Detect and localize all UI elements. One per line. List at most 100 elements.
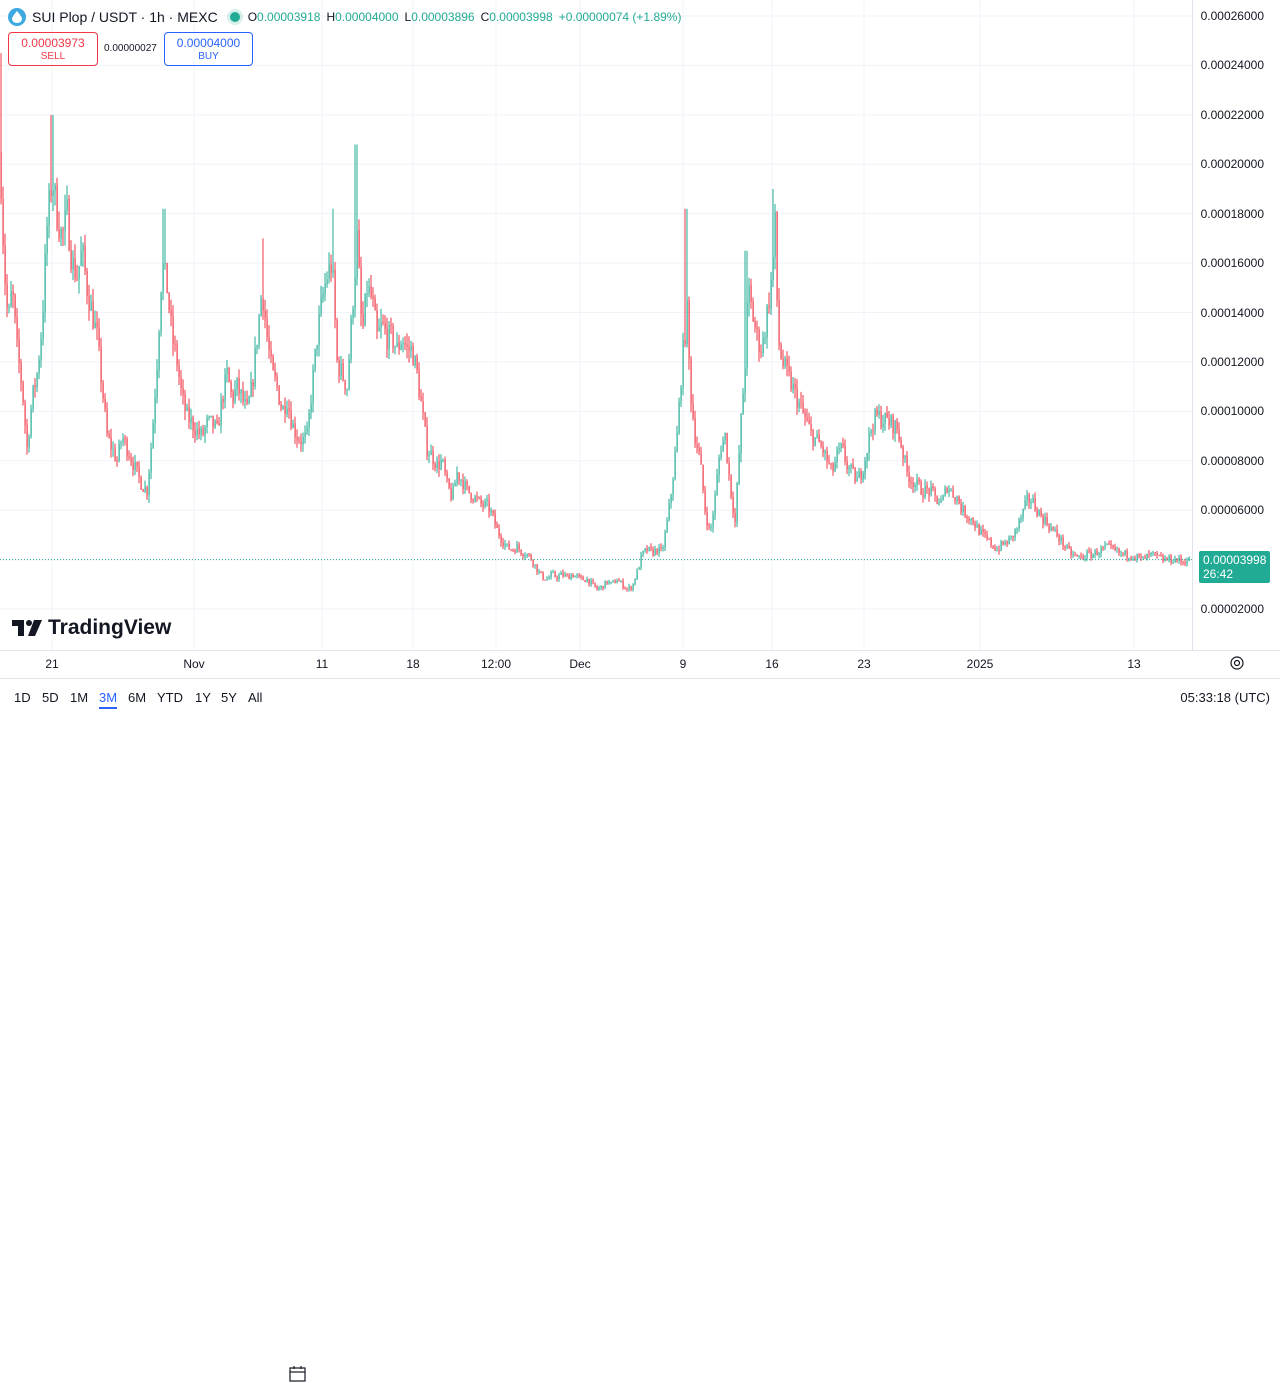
candle-body xyxy=(1170,555,1172,563)
candle-body xyxy=(334,269,336,320)
candle-body xyxy=(600,585,602,588)
candle-body xyxy=(1160,555,1162,557)
candle-body xyxy=(658,546,660,554)
candle-body xyxy=(900,440,902,448)
candle-body xyxy=(326,278,328,285)
candle-body xyxy=(960,503,962,512)
candle-body xyxy=(1138,554,1140,557)
candle-body xyxy=(102,382,104,399)
candle-body xyxy=(176,344,178,366)
candle-body xyxy=(480,497,482,504)
timeframe-ytd-button[interactable]: YTD xyxy=(157,690,183,705)
sell-price: 0.00003973 xyxy=(21,36,85,50)
utc-clock[interactable]: 05:33:18 (UTC) xyxy=(1180,690,1270,705)
candle-body xyxy=(614,581,616,584)
candle-body xyxy=(552,571,554,573)
timeframe-5d-button[interactable]: 5D xyxy=(42,690,59,705)
y-tick-label: 0.00024000 xyxy=(1200,58,1264,73)
candle-body xyxy=(90,301,92,311)
candle-body xyxy=(354,277,356,309)
candle-body xyxy=(1030,502,1032,504)
last-price-tag: 0.00003998 26:42 xyxy=(1199,551,1270,583)
candle-body xyxy=(620,580,622,582)
candle-body xyxy=(260,298,262,316)
candle-body xyxy=(32,385,34,409)
candle-body xyxy=(164,262,166,264)
candle-body xyxy=(1000,541,1002,551)
candle-body xyxy=(898,429,900,441)
candle-body xyxy=(936,495,938,504)
candle-body xyxy=(484,500,486,507)
tradingview-logo[interactable]: TradingView xyxy=(12,616,171,640)
candle-body xyxy=(178,365,180,377)
candle-body xyxy=(1080,555,1082,557)
x-tick-label: 23 xyxy=(857,657,871,671)
candle-body xyxy=(728,462,730,475)
candle-body xyxy=(830,463,832,465)
candle-body xyxy=(880,411,882,428)
sell-button[interactable]: 0.00003973 SELL xyxy=(8,32,98,66)
candle-body xyxy=(324,284,326,294)
price-chart[interactable] xyxy=(0,0,1280,680)
symbol-title[interactable]: SUI Plop / USDT · 1h · MEXC xyxy=(32,9,218,25)
gear-icon[interactable] xyxy=(1229,655,1245,671)
candle-body xyxy=(890,415,892,426)
candle-body xyxy=(1096,550,1098,556)
candle-body xyxy=(588,578,590,585)
candle-body xyxy=(390,324,392,326)
candle-body xyxy=(584,580,586,582)
timeframe-all-button[interactable]: All xyxy=(248,690,263,705)
candle-body xyxy=(894,420,896,434)
candle-body xyxy=(1076,554,1078,556)
candle-body xyxy=(374,298,376,311)
candle-body xyxy=(446,472,448,479)
timeframe-1y-button[interactable]: 1Y xyxy=(195,690,211,705)
candle-body xyxy=(98,327,100,347)
candle-body xyxy=(278,385,280,405)
candle-body xyxy=(906,455,908,473)
candle-body xyxy=(640,554,642,568)
candle-body xyxy=(422,401,424,413)
candle-body xyxy=(858,471,860,478)
candle-body xyxy=(4,245,6,284)
candle-body xyxy=(798,401,800,408)
candle-body xyxy=(982,529,984,533)
timeframe-5y-button[interactable]: 5Y xyxy=(221,690,237,705)
candle-body xyxy=(502,542,504,546)
candle-body xyxy=(322,293,324,298)
candle-body xyxy=(132,462,134,470)
candle-body xyxy=(732,496,734,513)
candle-body xyxy=(408,346,410,351)
timeframe-6m-button[interactable]: 6M xyxy=(128,690,147,705)
candle-body xyxy=(262,298,264,311)
candle-body xyxy=(956,496,958,501)
candle-body xyxy=(996,549,998,551)
candle-body xyxy=(454,483,456,487)
calendar-range-icon[interactable] xyxy=(288,1365,308,1383)
timeframe-3m-button[interactable]: 3M xyxy=(99,690,118,709)
candle-body xyxy=(258,315,260,345)
x-tick-label: 11 xyxy=(315,657,329,671)
candle-body xyxy=(828,461,830,464)
candle-body xyxy=(362,314,364,326)
candle-body xyxy=(1038,510,1040,517)
timeframe-1m-button[interactable]: 1M xyxy=(70,690,89,705)
candle-body xyxy=(42,312,44,340)
candle-body xyxy=(848,467,850,470)
candle-body xyxy=(574,575,576,578)
candle-body xyxy=(302,436,304,445)
candle-body xyxy=(210,415,212,417)
tradingview-mark-icon xyxy=(12,620,42,636)
candle-body xyxy=(372,296,374,299)
timeframe-1d-button[interactable]: 1D xyxy=(14,690,31,705)
candle-body xyxy=(840,443,842,449)
candle-body xyxy=(790,371,792,390)
candle-body xyxy=(1114,547,1116,550)
candle-body xyxy=(1056,529,1058,536)
candle-body xyxy=(634,579,636,584)
candle-body xyxy=(788,365,790,372)
candle-body xyxy=(560,572,562,575)
candle-body xyxy=(1084,558,1086,560)
candle-body xyxy=(1144,556,1146,559)
buy-button[interactable]: 0.00004000 BUY xyxy=(164,32,253,66)
